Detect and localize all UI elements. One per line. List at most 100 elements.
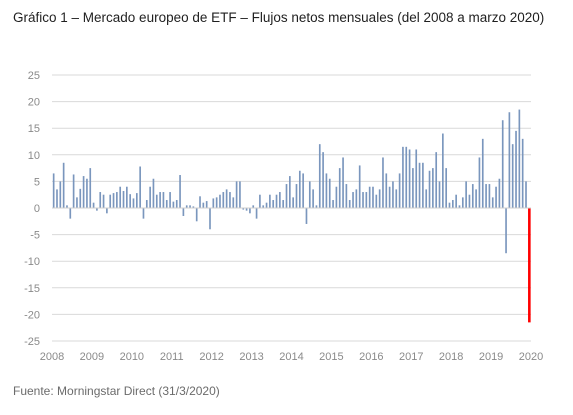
bar [315, 205, 318, 208]
y-tick-label: 15 [28, 123, 40, 135]
bar [478, 157, 481, 208]
bar [62, 162, 65, 208]
x-tick-label: 2010 [120, 351, 144, 363]
bar [69, 208, 72, 219]
bar [122, 190, 125, 208]
bar [215, 197, 218, 208]
bar [405, 146, 408, 208]
bar [155, 194, 158, 208]
bar [511, 144, 514, 208]
bar [438, 181, 441, 208]
y-tick-label: 20 [28, 97, 40, 109]
bar [418, 162, 421, 208]
bar [508, 112, 511, 208]
bar [265, 202, 268, 208]
bar [262, 205, 265, 208]
bar [192, 206, 195, 208]
x-tick-label: 2013 [239, 351, 263, 363]
bar [135, 193, 138, 208]
y-tick-label: -10 [24, 256, 40, 268]
bar [382, 157, 384, 208]
bar [412, 168, 414, 208]
bar [461, 197, 464, 208]
bar [505, 208, 507, 254]
bar [488, 184, 491, 208]
bar [279, 192, 281, 208]
bar [116, 192, 118, 208]
x-tick-label: 2019 [479, 351, 503, 363]
bar [212, 198, 215, 208]
bar [172, 201, 175, 208]
bar [501, 120, 504, 208]
y-tick-label: 25 [28, 70, 40, 82]
y-tick-label: -5 [30, 230, 40, 242]
bar [425, 189, 428, 208]
bar [378, 189, 381, 208]
bar [175, 200, 178, 208]
bar [355, 189, 358, 208]
bar [72, 174, 75, 208]
bar [232, 197, 235, 208]
bar [289, 176, 291, 208]
x-tick-label: 2016 [359, 351, 383, 363]
bar [428, 170, 431, 208]
bar [199, 196, 201, 208]
y-tick-label: -15 [24, 283, 40, 295]
bar [298, 170, 301, 208]
bar [259, 194, 261, 208]
bar [491, 197, 494, 208]
bar [195, 208, 198, 222]
bar [525, 181, 527, 208]
bar [388, 186, 391, 208]
bar [66, 205, 68, 208]
bar [415, 149, 418, 208]
bar [76, 197, 78, 208]
y-tick-labels: 25 20 15 10 5 0 -5 -10 -15 -20 -25 [24, 70, 40, 348]
bar [458, 205, 461, 208]
bar [455, 194, 457, 208]
bar [285, 184, 288, 208]
source-note: Fuente: Morningstar Direct (31/3/2020) [13, 384, 220, 398]
bar [282, 200, 285, 208]
bar [165, 200, 168, 208]
bar [209, 208, 211, 230]
bar [159, 192, 161, 208]
bar-highlight [528, 208, 531, 323]
bar [448, 202, 451, 208]
y-tick-label: 0 [34, 203, 40, 215]
bar [395, 189, 398, 208]
bar [179, 175, 181, 208]
chart-title: Gráfico 1 – Mercado europeo de ETF – Flu… [13, 10, 545, 25]
bar [295, 184, 298, 208]
bar [328, 178, 331, 208]
bar [392, 181, 394, 208]
bar-series [52, 109, 531, 323]
bar [435, 152, 438, 208]
x-tick-label: 2017 [399, 351, 423, 363]
bar [365, 192, 368, 208]
bar [368, 186, 371, 208]
bar [362, 192, 364, 208]
bar [205, 201, 208, 208]
x-tick-label: 2015 [319, 351, 343, 363]
bar [518, 109, 521, 208]
bar [385, 173, 388, 208]
gridlines [52, 74, 531, 342]
bar [79, 188, 82, 208]
bar [139, 166, 141, 208]
bar [152, 178, 155, 208]
bar [442, 133, 444, 208]
bar [99, 192, 102, 208]
bar [332, 200, 334, 208]
bar [132, 198, 135, 208]
bar [142, 208, 145, 219]
bar [92, 202, 95, 208]
bar [235, 181, 238, 208]
x-tick-label: 2009 [80, 351, 104, 363]
bar [56, 189, 58, 208]
bar [408, 149, 411, 208]
x-tick-label: 2018 [439, 351, 463, 363]
x-tick-label: 2011 [160, 351, 184, 363]
bar [245, 208, 248, 211]
bar [272, 200, 275, 208]
